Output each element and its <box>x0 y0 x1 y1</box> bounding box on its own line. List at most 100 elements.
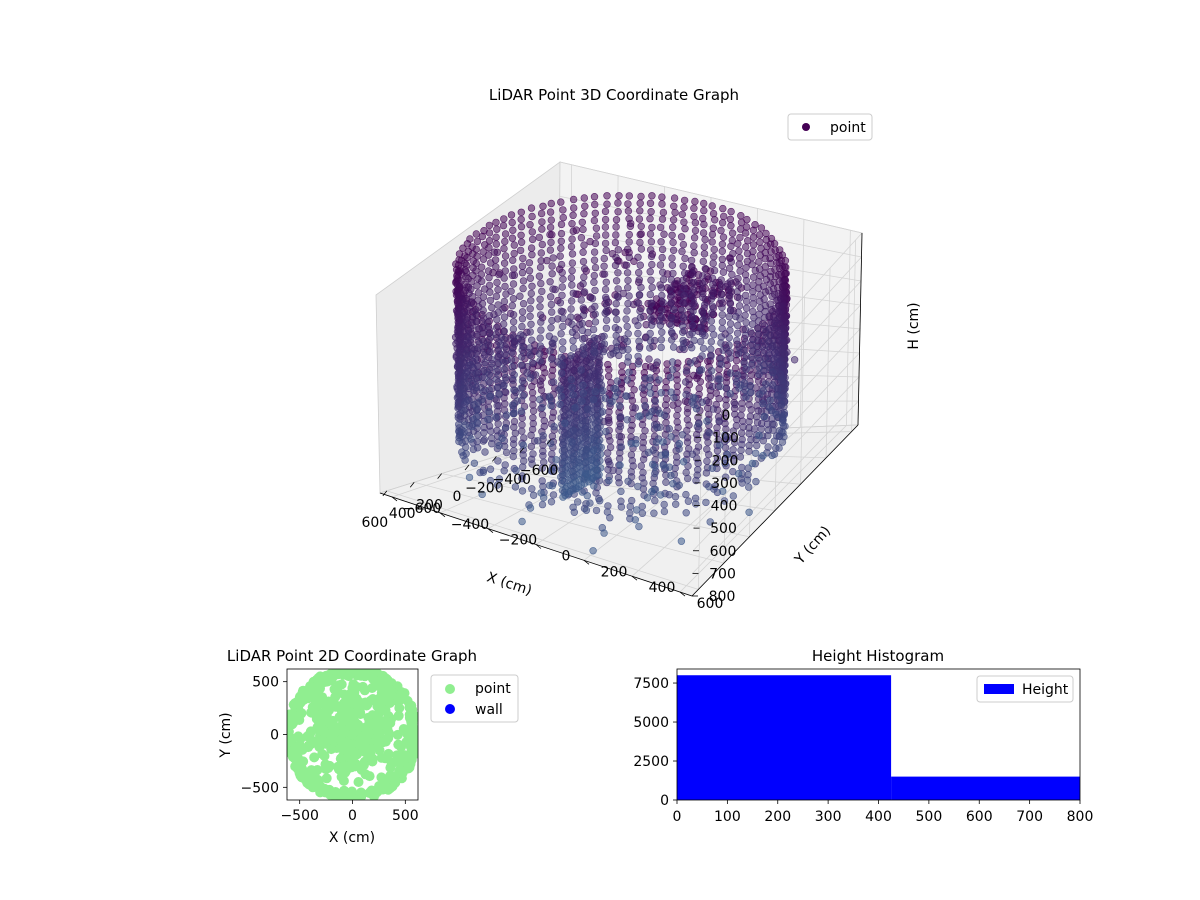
y-tick-3d <box>391 496 398 502</box>
point-3d <box>501 374 510 382</box>
x-tick-label-2d: −500 <box>280 808 318 824</box>
point-3d <box>732 356 741 365</box>
point-3d <box>596 401 604 410</box>
point-3d <box>667 291 676 299</box>
point-3d <box>741 243 750 251</box>
point-3d <box>707 367 716 375</box>
point-3d <box>726 285 734 293</box>
point-3d <box>578 218 586 227</box>
point-3d <box>707 352 715 360</box>
point-3d <box>518 269 527 277</box>
point-2d <box>349 684 360 695</box>
point-3d <box>614 285 622 293</box>
point-3d <box>709 209 718 218</box>
point-3d <box>781 257 790 265</box>
point-3d <box>726 291 734 300</box>
legend-2d-marker-wall <box>445 704 455 714</box>
point-3d <box>623 337 632 346</box>
point-3d <box>665 463 674 471</box>
point-3d <box>558 322 567 331</box>
point-3d <box>604 458 613 466</box>
point-2d <box>306 738 317 749</box>
point-3d <box>474 361 482 370</box>
point-3d <box>611 385 620 393</box>
y-tick-label-3d: 600 <box>697 596 724 612</box>
point-3d <box>510 447 518 455</box>
point-3d <box>680 203 688 212</box>
point-3d <box>639 444 647 452</box>
point-3d <box>568 220 576 228</box>
point-3d <box>556 252 564 260</box>
y-tick-3d <box>679 591 686 597</box>
point-2d <box>383 748 394 759</box>
point-3d <box>501 400 509 408</box>
point-3d <box>682 390 690 399</box>
point-3d <box>596 457 604 465</box>
point-3d <box>511 483 520 491</box>
point-3d <box>583 405 592 413</box>
point-3d <box>470 459 479 467</box>
point-3d <box>510 265 518 273</box>
point-2d <box>298 756 309 767</box>
point-3d <box>704 450 713 459</box>
point-3d <box>596 374 605 382</box>
point-3d <box>568 250 577 258</box>
point-3d <box>455 399 463 408</box>
point-2d <box>347 729 358 740</box>
point-3d <box>518 517 526 526</box>
point-3d <box>590 446 598 454</box>
point-3d <box>772 297 780 305</box>
point-3d <box>646 268 654 276</box>
point-3d <box>573 498 582 506</box>
point-3d <box>755 258 763 266</box>
point-3d <box>477 263 486 271</box>
point-3d <box>479 293 488 301</box>
point-3d <box>535 395 544 404</box>
point-3d <box>741 311 749 319</box>
point-3d <box>507 356 516 364</box>
legend-3d: point <box>787 113 873 141</box>
point-3d <box>773 359 781 367</box>
point-2d <box>411 739 418 750</box>
point-3d <box>687 344 696 352</box>
point-3d <box>467 435 475 443</box>
point-2d <box>306 765 317 776</box>
point-3d <box>479 437 488 445</box>
point-3d <box>579 389 588 397</box>
point-3d <box>548 482 557 490</box>
point-3d <box>707 317 716 325</box>
point-3d <box>777 377 786 385</box>
point-3d <box>528 359 537 367</box>
point-3d <box>775 246 784 254</box>
point-3d <box>718 324 726 333</box>
point-3d <box>759 452 767 460</box>
z-tick-label-3d: 700 <box>709 566 736 582</box>
point-3d <box>742 352 751 360</box>
point-3d <box>585 319 593 328</box>
point-3d <box>652 438 661 446</box>
point-3d <box>485 221 494 230</box>
point-3d <box>486 392 495 400</box>
point-3d <box>698 272 707 280</box>
point-3d <box>764 443 772 451</box>
point-2d <box>310 774 320 785</box>
point-3d <box>591 349 599 357</box>
point-3d <box>717 226 725 235</box>
point-3d <box>611 324 620 332</box>
point-3d <box>659 461 667 469</box>
point-3d <box>598 408 607 416</box>
point-3d <box>701 264 709 273</box>
point-3d <box>460 407 468 415</box>
point-3d <box>485 378 493 386</box>
point-3d <box>648 260 656 269</box>
point-2d <box>326 787 337 798</box>
point-3d <box>599 387 607 395</box>
point-3d <box>568 235 576 243</box>
point-3d <box>473 376 481 385</box>
point-2d <box>361 724 371 734</box>
point-3d <box>568 383 576 392</box>
point-3d <box>507 211 516 219</box>
point-3d <box>615 432 624 441</box>
point-2d <box>393 710 404 721</box>
point-3d <box>717 333 725 341</box>
